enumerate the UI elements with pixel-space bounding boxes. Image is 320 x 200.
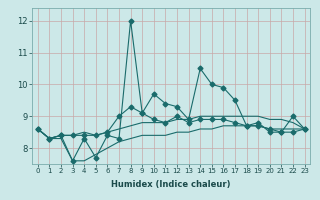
X-axis label: Humidex (Indice chaleur): Humidex (Indice chaleur) <box>111 180 231 189</box>
